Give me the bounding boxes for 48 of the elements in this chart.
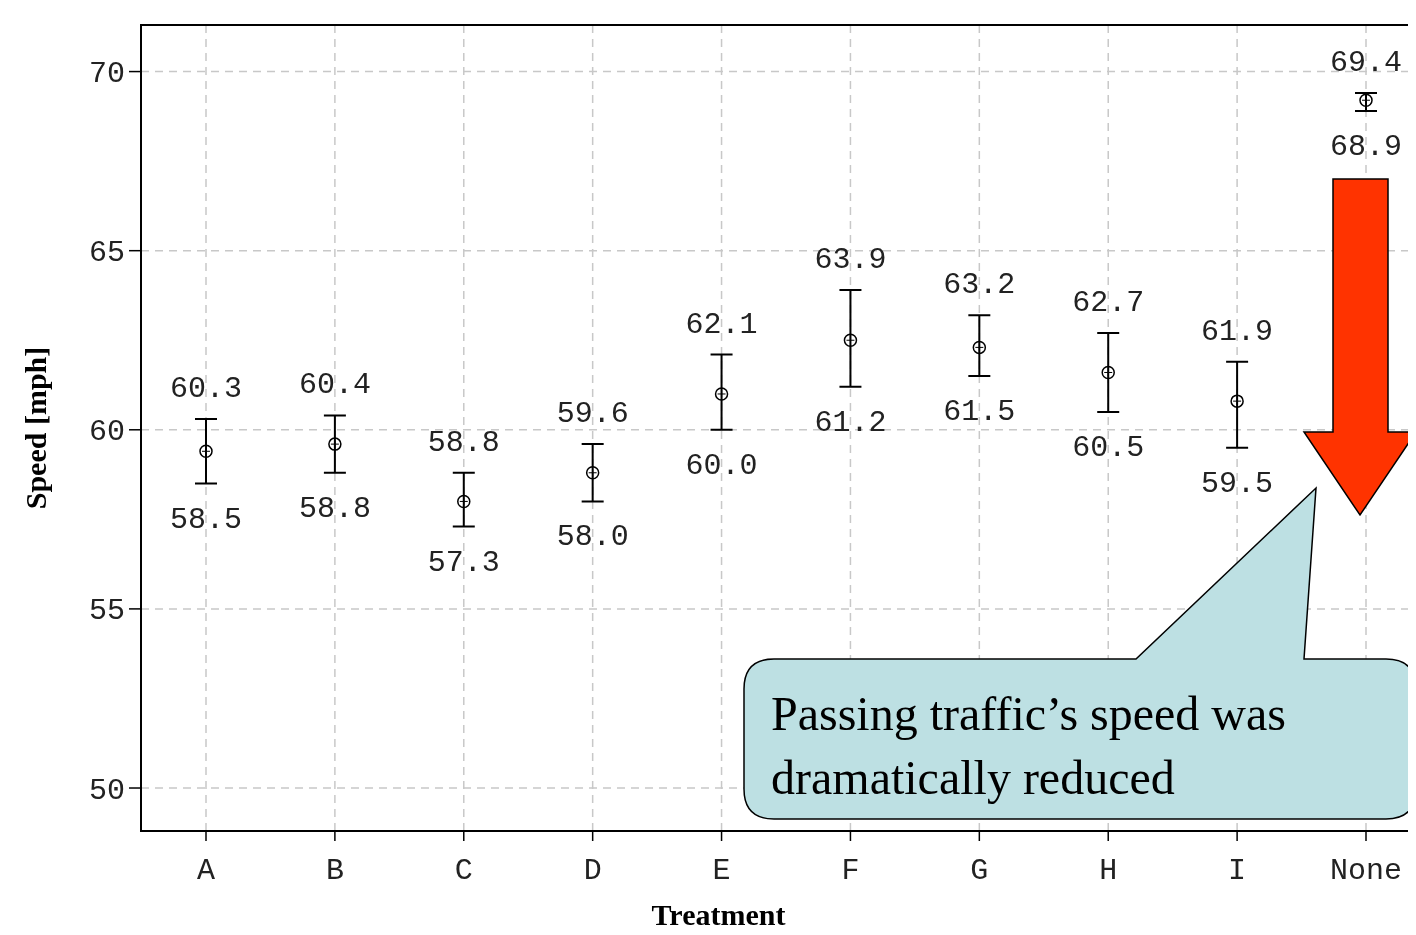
x-tick-label: C xyxy=(454,854,473,888)
annotation: 58.8 xyxy=(427,425,500,460)
x-tick-label: A xyxy=(196,854,216,888)
y-axis-title: Speed [mph] xyxy=(19,346,52,510)
point xyxy=(1359,93,1373,107)
annotation: 58.5 xyxy=(169,502,243,537)
y-tick-label: 55 xyxy=(88,594,125,629)
annotation: 59.5 xyxy=(1201,466,1274,501)
point xyxy=(199,444,213,459)
x-tick-label: None xyxy=(1329,854,1403,888)
point xyxy=(843,333,858,347)
annotation: 63.9 xyxy=(814,243,887,278)
x-axis-title: Treatment xyxy=(651,898,786,931)
annotation: 60.0 xyxy=(685,448,758,483)
annotation: 61.2 xyxy=(814,405,887,440)
annotation: 68.9 xyxy=(1329,129,1403,164)
x-tick-label: H xyxy=(1099,854,1118,888)
annotation: Passing traffic’s speed was dramatically reduced xyxy=(771,687,1287,804)
y-tick-label: 50 xyxy=(88,773,125,808)
x-tick-label: F xyxy=(841,854,860,888)
annotation: 58.0 xyxy=(556,520,629,555)
annotation: 60.3 xyxy=(169,372,243,407)
point xyxy=(714,387,729,401)
point xyxy=(1230,394,1244,408)
annotation: 61.5 xyxy=(943,395,1016,430)
annotation: 63.2 xyxy=(943,268,1016,303)
point xyxy=(972,340,987,355)
point xyxy=(585,466,600,480)
y-tick-label: 65 xyxy=(88,236,125,271)
point xyxy=(457,494,471,509)
y-tick-label: 70 xyxy=(88,57,125,92)
x-tick-label: B xyxy=(325,854,344,888)
x-tick-label: E xyxy=(712,854,731,888)
y-tick-label: 60 xyxy=(88,415,125,450)
annotation: 58.8 xyxy=(298,491,371,526)
annotation: 60.5 xyxy=(1072,430,1145,465)
annotation: 69.4 xyxy=(1329,46,1403,81)
annotation: 60.4 xyxy=(298,368,371,403)
annotation: 57.3 xyxy=(427,545,500,580)
annotation: 62.7 xyxy=(1072,286,1145,321)
x-tick-label: I xyxy=(1228,854,1247,888)
x-tick-label: G xyxy=(970,854,989,888)
point xyxy=(1101,365,1115,380)
annotation: 61.9 xyxy=(1201,314,1274,349)
annotation: 59.6 xyxy=(556,397,629,432)
annotation: 62.1 xyxy=(685,307,758,342)
point xyxy=(328,437,342,451)
x-tick-label: D xyxy=(583,854,602,888)
